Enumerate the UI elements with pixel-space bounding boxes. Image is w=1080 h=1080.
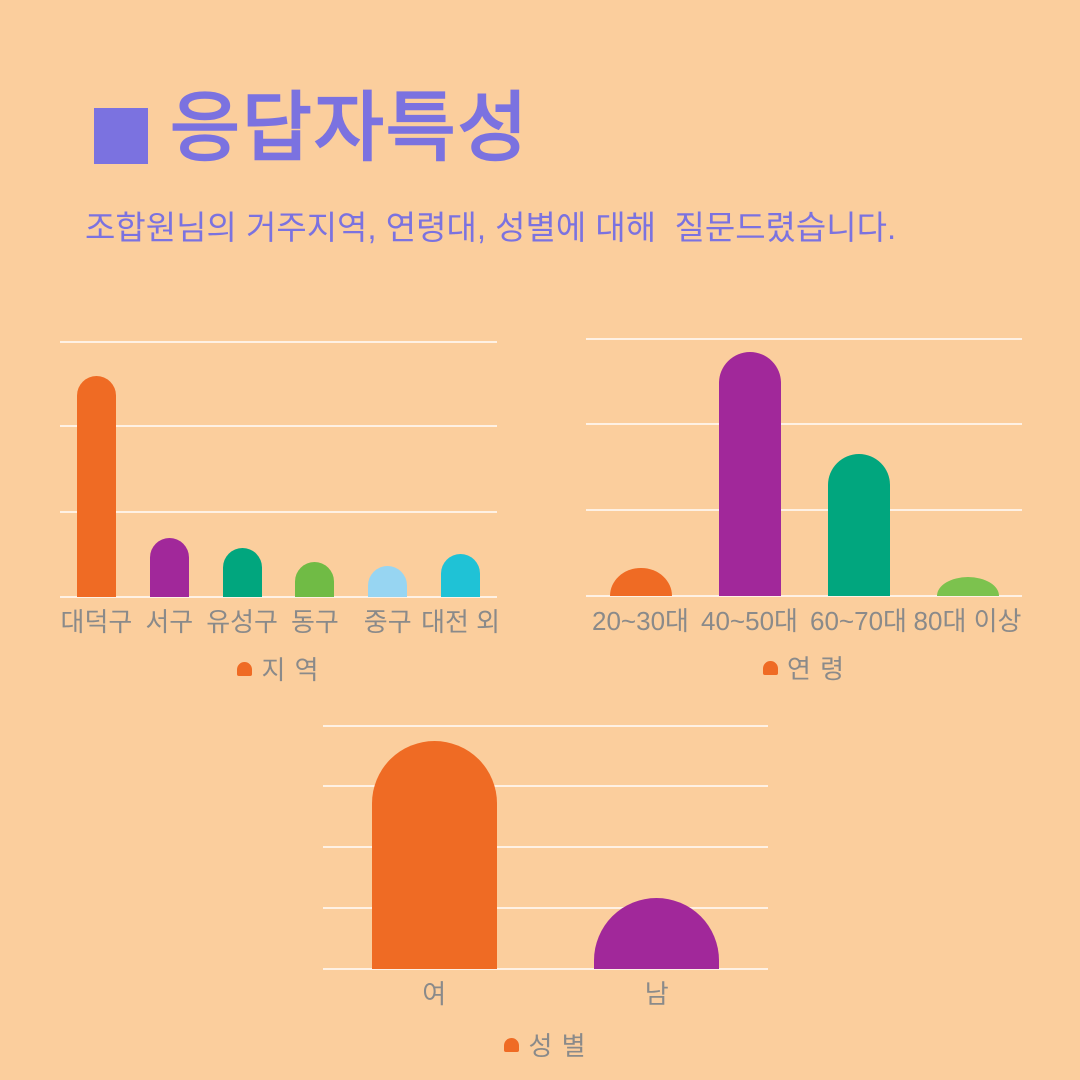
gender-gridline-4 (323, 725, 768, 727)
age-category-label-2: 60~70대 (810, 606, 907, 636)
chart-region-plot (60, 341, 497, 598)
gender-bar-1 (594, 898, 720, 969)
region-bar-slot-0 (60, 376, 133, 597)
age-bar-slot-2 (804, 454, 913, 596)
region-bar-0 (76, 376, 116, 597)
age-bars (586, 351, 1022, 596)
region-category-label-0: 대덕구 (60, 607, 133, 637)
age-gridline-2 (586, 423, 1022, 425)
gender-bar-slot-1 (546, 898, 769, 969)
region-category-label-2: 유성구 (206, 607, 278, 637)
chart-gender-plot (323, 725, 769, 970)
chart-region-category-labels: 대덕구 서구 유성구 동구 중구 대전 외 (60, 606, 501, 638)
region-bar-slot-4 (351, 566, 424, 597)
age-gridline-3 (586, 338, 1022, 340)
age-bar-0 (609, 567, 672, 596)
region-category-label-3: 동구 (290, 607, 339, 637)
age-bar-slot-3 (913, 577, 1022, 596)
chart-region-legend-label: 지 역 (261, 655, 320, 685)
region-bars (60, 376, 497, 597)
region-bar-slot-1 (133, 538, 206, 597)
page-title: 응답자특성 (170, 86, 530, 171)
chart-gender-legend: 성 별 (323, 1026, 768, 1063)
gender-gridline-2 (323, 846, 768, 848)
region-bar-4 (368, 566, 408, 597)
chart-age-plot (586, 338, 1022, 597)
chart-age-legend: 연 령 (586, 649, 1022, 686)
region-bar-5 (441, 554, 481, 597)
chart-gender-legend-label: 성 별 (528, 1031, 587, 1061)
age-bar-slot-1 (695, 351, 804, 596)
gender-category-label-1: 남 (644, 979, 669, 1009)
region-gridline-3 (60, 341, 497, 343)
page-subtitle: 조합원님의 거주지역, 연령대, 성별에 대해 질문드렸습니다. (85, 209, 897, 246)
title-square-bullet-icon (94, 108, 148, 164)
gender-gridline-3 (323, 785, 768, 787)
age-bar-2 (827, 454, 890, 596)
chart-region-legend: 지 역 (60, 650, 497, 687)
region-bar-3 (295, 562, 335, 597)
region-bar-2 (222, 548, 262, 597)
region-category-label-4: 중구 (363, 607, 412, 637)
gender-bar-0 (371, 740, 497, 969)
region-bar-slot-2 (206, 548, 279, 597)
gender-gridline-0 (323, 968, 768, 970)
region-bar-slot-3 (278, 562, 351, 597)
region-category-label-5: 대전 외 (421, 607, 501, 637)
age-category-label-1: 40~50대 (701, 606, 798, 636)
age-category-label-3: 80대 이상 (913, 606, 1022, 636)
chart-age-legend-label: 연 령 (786, 654, 846, 684)
legend-marker-icon (762, 660, 778, 675)
age-category-label-0: 20~30대 (592, 606, 689, 636)
gender-category-label-0: 여 (422, 979, 447, 1009)
region-gridline-0 (60, 596, 497, 598)
region-bar-slot-5 (424, 554, 497, 597)
age-gridline-0 (586, 595, 1022, 597)
region-gridline-2 (60, 425, 497, 428)
gender-bars (323, 740, 769, 969)
age-bar-3 (936, 577, 999, 596)
gender-gridline-1 (323, 907, 768, 909)
legend-marker-icon (504, 1037, 520, 1052)
age-bar-slot-0 (586, 567, 695, 596)
region-gridline-1 (60, 510, 497, 513)
gender-bar-slot-0 (323, 740, 546, 969)
region-bar-1 (149, 538, 189, 597)
chart-age: 20~30대 40~50대 60~70대 80대 이상 연 령 (586, 338, 1022, 686)
chart-region: 대덕구 서구 유성구 동구 중구 대전 외 지 역 (60, 341, 501, 687)
chart-age-category-labels: 20~30대 40~50대 60~70대 80대 이상 (586, 605, 1022, 637)
age-gridline-1 (586, 509, 1022, 511)
age-bar-1 (718, 351, 781, 596)
region-category-label-1: 서구 (145, 607, 194, 637)
legend-marker-icon (237, 661, 253, 676)
